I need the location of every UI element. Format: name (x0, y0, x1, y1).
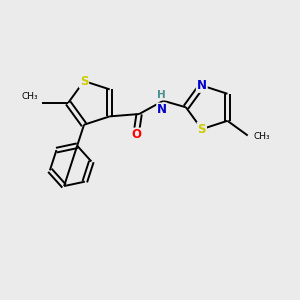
Text: H: H (158, 90, 166, 100)
Text: N: N (157, 103, 167, 116)
Text: O: O (131, 128, 141, 142)
Text: CH₃: CH₃ (22, 92, 38, 100)
Text: S: S (80, 74, 88, 88)
Text: S: S (197, 123, 206, 136)
Text: N: N (197, 79, 207, 92)
Text: CH₃: CH₃ (253, 133, 270, 142)
